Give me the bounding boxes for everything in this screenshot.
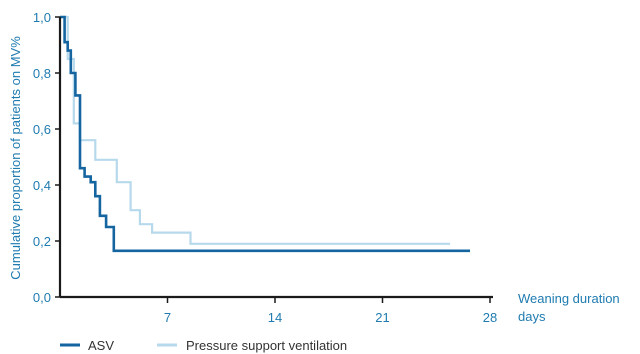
y-tick-label: 1,0 — [33, 10, 51, 25]
y-tick-label: 0,8 — [33, 66, 51, 81]
series-layer — [60, 15, 470, 253]
x-axis-unit: days — [518, 309, 546, 324]
series-line-psv — [60, 15, 451, 245]
x-tick-label: 14 — [268, 310, 282, 325]
y-axis-title: Cumulative proportion of patients on MV% — [8, 36, 23, 280]
y-tick-label: 0,0 — [33, 290, 51, 305]
y-axis-ticks: 0,0 0,2 0,4 0,6 0,8 1,0 — [33, 10, 60, 305]
legend: ASV Pressure support ventilation — [60, 338, 347, 353]
x-tick-label: 7 — [164, 310, 171, 325]
x-axis-ticks: 7 14 21 28 — [164, 297, 497, 325]
series-line-asv — [60, 15, 470, 253]
y-tick-label: 0,6 — [33, 122, 51, 137]
legend-label-asv: ASV — [88, 338, 114, 353]
y-tick-label: 0,4 — [33, 178, 51, 193]
x-axis-title: Weaning duration — [518, 291, 620, 306]
y-tick-label: 0,2 — [33, 234, 51, 249]
x-tick-label: 28 — [483, 310, 497, 325]
x-tick-label: 21 — [375, 310, 389, 325]
legend-label-psv: Pressure support ventilation — [186, 338, 347, 353]
